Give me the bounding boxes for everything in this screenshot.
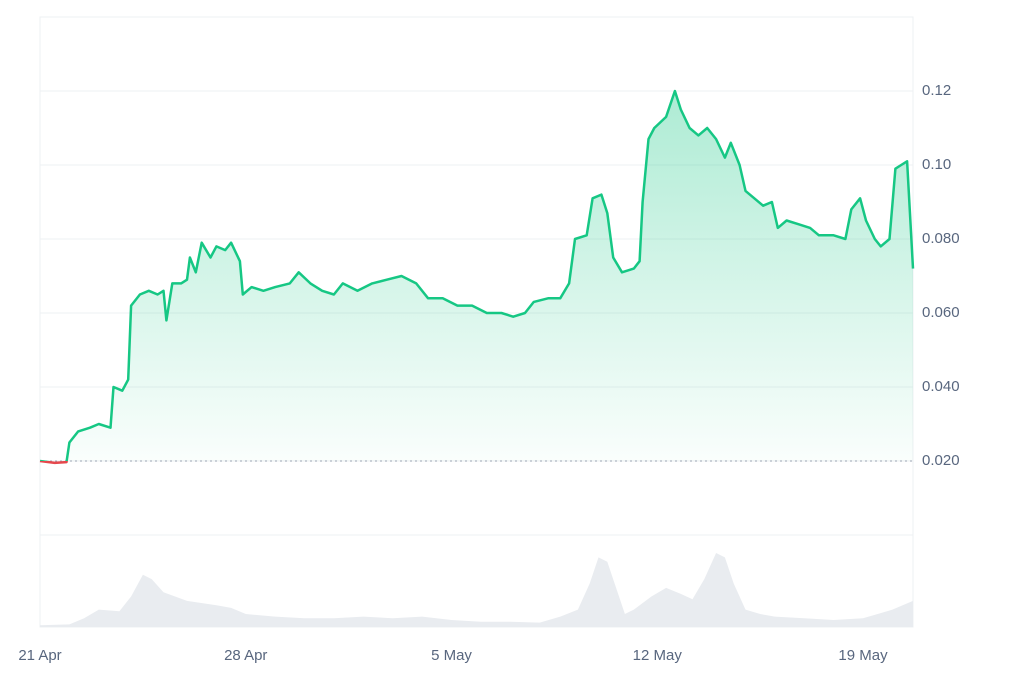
price-area	[40, 91, 913, 461]
volume-area	[40, 553, 913, 627]
price-line	[40, 89, 915, 461]
x-tick-label: 28 Apr	[224, 647, 267, 664]
x-tick-label: 19 May	[838, 647, 888, 664]
y-tick-label: 0.040	[922, 378, 960, 395]
y-tick-label: 0.020	[922, 452, 960, 469]
y-tick-label: 0.080	[922, 230, 960, 247]
x-tick-label: 5 May	[431, 647, 472, 664]
y-tick-label: 0.12	[922, 82, 951, 99]
y-tick-label: 0.10	[922, 156, 951, 173]
y-tick-label: 0.060	[922, 304, 960, 321]
x-tick-label: 21 Apr	[18, 647, 61, 664]
x-tick-label: 12 May	[633, 647, 683, 664]
